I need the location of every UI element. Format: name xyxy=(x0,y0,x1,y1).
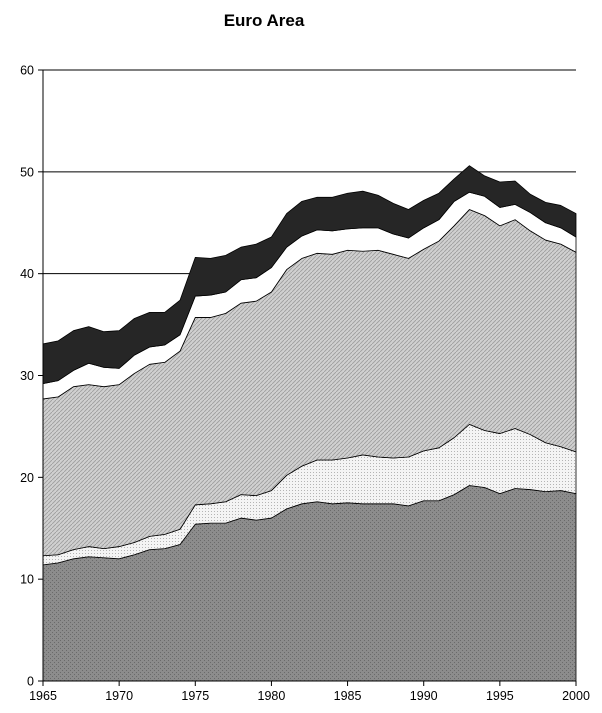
y-tick-label-20: 20 xyxy=(20,471,34,485)
plot-areas xyxy=(43,166,576,681)
y-tick-label-40: 40 xyxy=(20,267,34,281)
x-tick-label-1975: 1975 xyxy=(181,689,209,703)
y-tick-label-30: 30 xyxy=(20,369,34,383)
x-tick-label-1965: 1965 xyxy=(29,689,57,703)
y-tick-label-10: 10 xyxy=(20,573,34,587)
x-tick-label-1985: 1985 xyxy=(334,689,362,703)
y-tick-label-0: 0 xyxy=(27,675,34,689)
x-tick-label-1995: 1995 xyxy=(486,689,514,703)
x-tick-label-1980: 1980 xyxy=(258,689,286,703)
x-tick-label-1990: 1990 xyxy=(410,689,438,703)
y-tick-label-60: 60 xyxy=(20,64,34,78)
y-tick-label-50: 50 xyxy=(20,165,34,179)
chart-title: Euro Area xyxy=(224,11,305,30)
x-tick-label-2000: 2000 xyxy=(562,689,590,703)
x-tick-label-1970: 1970 xyxy=(105,689,133,703)
